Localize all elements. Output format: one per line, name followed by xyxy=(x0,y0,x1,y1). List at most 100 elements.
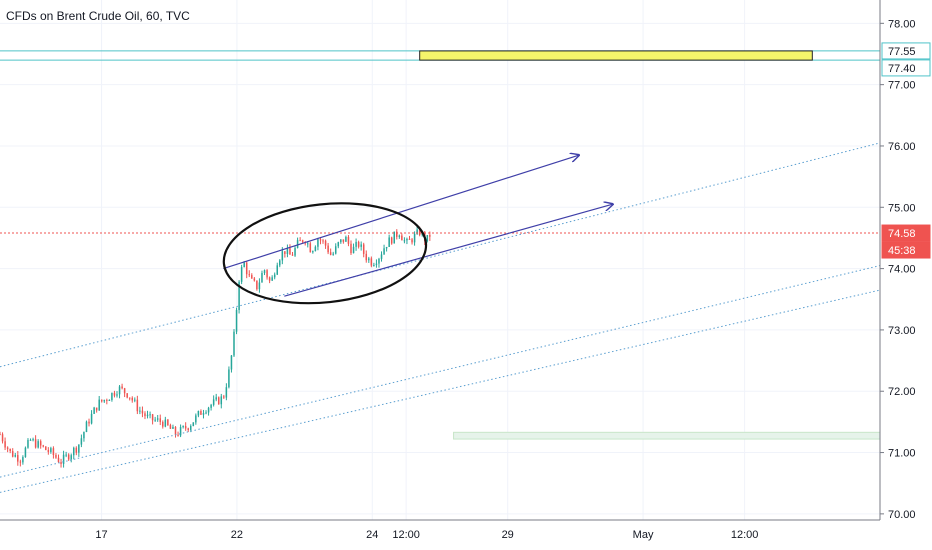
candle-body xyxy=(177,434,179,436)
candle-body xyxy=(286,248,289,254)
price-axis[interactable]: 70.00 71.00 72.00 73.00 74.00 75.00 76.00 77.00… xyxy=(879,0,931,521)
drawing-tools[interactable] xyxy=(0,50,881,493)
candle-body xyxy=(210,404,212,408)
trend-arrow[interactable] xyxy=(223,155,578,270)
candle-body xyxy=(263,270,266,273)
candle-body xyxy=(123,388,126,394)
candle-body xyxy=(401,235,403,241)
candle-body xyxy=(245,262,248,275)
candle-body xyxy=(337,242,340,247)
candle-body xyxy=(200,411,202,415)
x-tick-label: 29 xyxy=(502,529,514,541)
candle-body xyxy=(266,270,268,278)
candle-body xyxy=(197,411,200,416)
candle-body xyxy=(383,248,385,255)
price-tag-label: 77.55 xyxy=(888,46,916,58)
y-tick-label: 70.00 xyxy=(888,509,916,521)
candle-body xyxy=(235,309,238,332)
candle-body xyxy=(62,454,65,464)
candle-body xyxy=(365,253,368,261)
candle-body xyxy=(322,240,324,242)
candle-body xyxy=(65,454,67,456)
candle-body xyxy=(167,419,169,426)
candle-body xyxy=(350,243,352,254)
candle-body xyxy=(73,447,75,456)
candle-body xyxy=(380,254,383,259)
time-axis[interactable]: 17 22 24 12:00 29 May 12:00 xyxy=(0,519,880,541)
candle-body xyxy=(347,236,350,244)
candle-body xyxy=(243,262,245,268)
x-tick-label: 22 xyxy=(231,529,243,541)
candle-body xyxy=(418,229,421,236)
candle-body xyxy=(362,244,365,254)
candle-body xyxy=(195,415,197,423)
candle-body xyxy=(355,241,357,247)
candle-body xyxy=(273,274,276,278)
candle-body xyxy=(83,432,85,439)
highlight-rectangle xyxy=(419,50,813,61)
candle-body xyxy=(45,446,47,451)
candle-body xyxy=(202,413,205,415)
candle-body xyxy=(139,410,141,412)
candle-body xyxy=(50,448,52,452)
candle-body xyxy=(121,386,123,389)
candle-body xyxy=(151,414,154,421)
candle-body xyxy=(184,426,187,429)
candle-body xyxy=(240,267,243,282)
candle-body xyxy=(345,236,347,242)
candle-body xyxy=(248,274,251,276)
candle-body xyxy=(100,399,103,402)
candle-body xyxy=(116,394,118,396)
candle-body xyxy=(324,240,327,246)
candle-body xyxy=(32,439,34,441)
candle-body xyxy=(85,421,88,433)
candle-body xyxy=(271,277,273,281)
candle-body xyxy=(205,412,207,414)
candle-body xyxy=(144,413,146,417)
candle-body xyxy=(134,399,136,401)
ellipse-drawing[interactable] xyxy=(219,194,431,313)
candle-body xyxy=(375,263,378,266)
candlestick-series[interactable] xyxy=(0,225,431,468)
dotted-trend-line xyxy=(0,265,881,478)
candle-body xyxy=(368,258,370,261)
candle-body xyxy=(47,450,50,452)
candle-body xyxy=(332,253,334,255)
candle-body xyxy=(228,369,230,388)
x-tick-label: 12:00 xyxy=(731,529,759,541)
candle-body xyxy=(378,258,380,264)
candle-body xyxy=(403,240,406,242)
candle-body xyxy=(88,421,90,424)
candle-body xyxy=(251,275,253,279)
x-tick-label: 17 xyxy=(95,529,107,541)
candle-body xyxy=(416,229,418,234)
candle-body xyxy=(388,237,390,247)
candle-body xyxy=(4,441,6,448)
candle-body xyxy=(301,240,304,243)
candle-body xyxy=(291,254,294,256)
candle-body xyxy=(67,454,70,460)
candle-body xyxy=(296,240,299,248)
candle-body xyxy=(256,280,258,290)
trend-arrow[interactable] xyxy=(284,204,612,297)
candle-body xyxy=(192,422,195,427)
grid-lines xyxy=(0,0,880,520)
candle-body xyxy=(52,448,55,455)
candle-body xyxy=(408,238,411,240)
dotted-trend-line xyxy=(0,142,881,368)
candle-body xyxy=(17,455,19,462)
candle-body xyxy=(39,441,42,446)
candle-body xyxy=(34,439,37,448)
candle-body xyxy=(370,258,373,266)
price-tag-label: 74.58 xyxy=(888,228,916,240)
candle-body xyxy=(223,396,225,398)
y-tick-label: 72.00 xyxy=(888,386,916,398)
candle-body xyxy=(294,247,296,256)
candle-body xyxy=(90,413,93,424)
candle-body xyxy=(146,414,149,417)
y-tick-label: 77.00 xyxy=(888,80,916,92)
candle-body xyxy=(154,419,156,421)
candle-body xyxy=(268,277,271,281)
candle-body xyxy=(98,399,100,411)
